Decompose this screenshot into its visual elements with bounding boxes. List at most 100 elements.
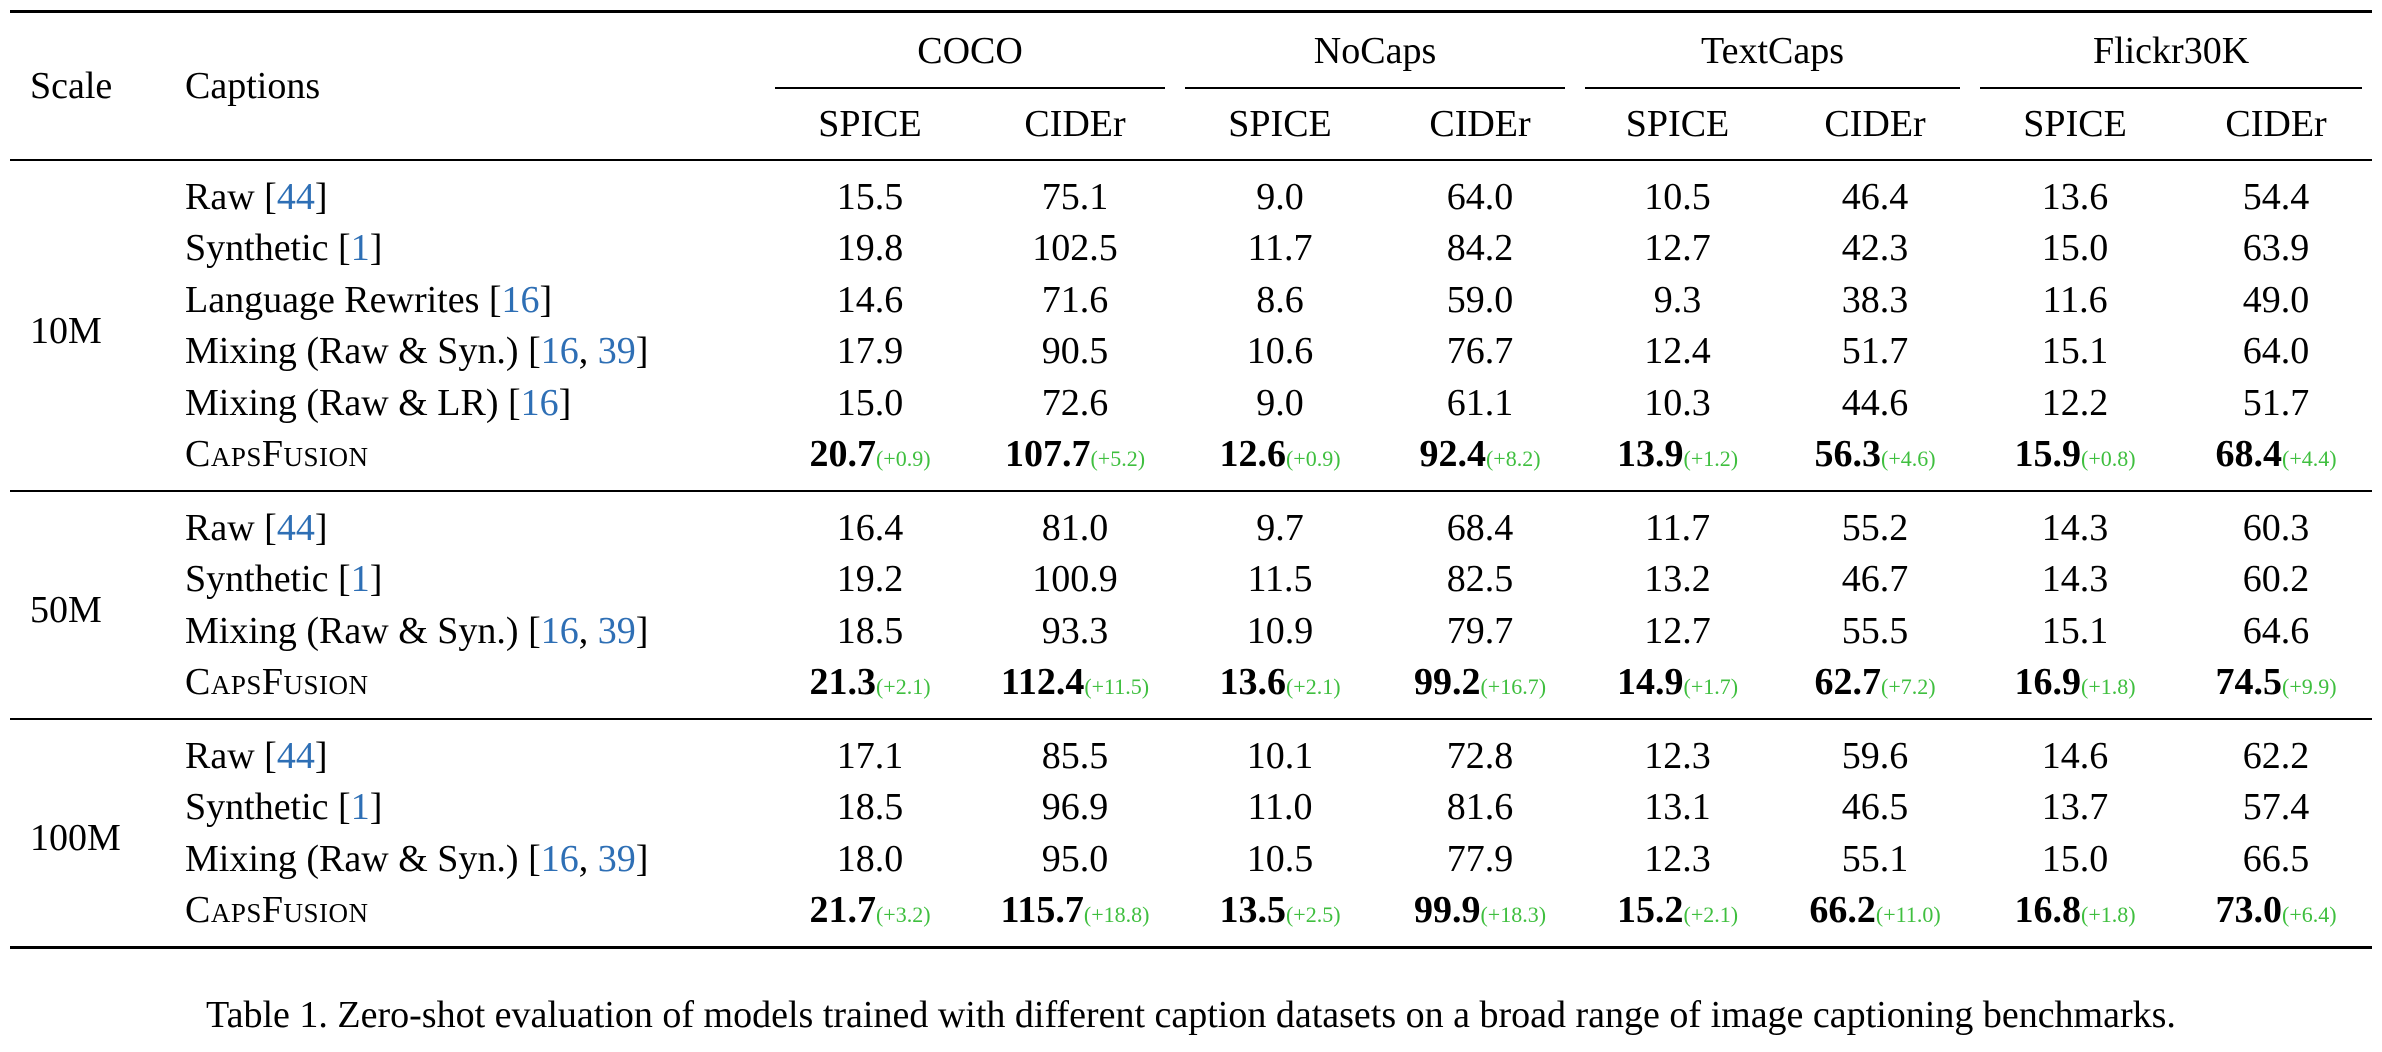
citation-link[interactable]: 1 <box>350 786 370 829</box>
citation-link[interactable]: 16 <box>501 278 540 321</box>
metric-value: 15.2 <box>1617 889 1684 932</box>
metric-value: 46.4 <box>1841 175 1909 218</box>
citation-link[interactable]: 16 <box>520 381 559 424</box>
metric-value: 62.7 <box>1814 661 1882 704</box>
gain-value: (+2.5) <box>1285 902 1341 928</box>
value-cell: 79.7 <box>1385 605 1575 657</box>
value-cell: 46.5 <box>1780 782 1970 834</box>
value-cell: 16.9(+1.8) <box>1970 657 2180 720</box>
metric-value: 13.2 <box>1644 558 1711 601</box>
value-cell: 9.0 <box>1175 160 1385 223</box>
citation-link[interactable]: 44 <box>276 175 315 218</box>
value-cell: 8.6 <box>1175 274 1385 326</box>
value-cell: 14.3 <box>1970 491 2180 554</box>
method-name: Raw <box>185 175 255 218</box>
value-cell: 12.3 <box>1575 833 1780 885</box>
table-row: CapsFusion 20.7(+0.9) 107.7(+5.2) 12.6(+0.9… <box>10 429 2372 492</box>
table-row: Language Rewrites [16] 14.6 71.6 8.6 59.0 9.3… <box>10 274 2372 326</box>
value-cell: 85.5 <box>975 719 1175 782</box>
citation-link[interactable]: 16 <box>540 330 579 373</box>
header-metric: CIDEr <box>2225 103 2327 145</box>
value-cell: 63.9 <box>2180 223 2372 275</box>
header-group-textcaps: TextCaps <box>1575 12 1970 89</box>
caption-method-cell: Synthetic [1] <box>185 786 383 829</box>
value-cell: 71.6 <box>975 274 1175 326</box>
gain-value: (+1.7) <box>1683 674 1739 700</box>
citation-link[interactable]: 16 <box>540 609 579 652</box>
gain-value: (+6.4) <box>2282 902 2337 928</box>
metric-value: 10.1 <box>1246 734 1314 777</box>
metric-value: 61.1 <box>1446 381 1514 424</box>
value-cell: 92.4(+8.2) <box>1385 429 1575 492</box>
citation-link[interactable]: 1 <box>350 558 370 601</box>
metric-value: 81.0 <box>1041 506 1109 549</box>
value-cell: 46.7 <box>1780 554 1970 606</box>
gain-value: (+5.2) <box>1090 446 1146 472</box>
value-cell: 12.7 <box>1575 605 1780 657</box>
metric-value: 8.6 <box>1256 278 1304 321</box>
metric-value: 59.6 <box>1841 734 1909 777</box>
metric-value: 81.6 <box>1446 786 1514 829</box>
metric-value: 13.9 <box>1617 433 1684 476</box>
citation-link[interactable]: 39 <box>597 330 636 373</box>
table-row: 100M Raw [44] 17.1 85.5 10.1 72.8 12.3 59.6 14.6… <box>10 719 2373 859</box>
metric-value: 15.1 <box>2041 330 2109 373</box>
header-metric: CIDEr <box>1824 103 1926 145</box>
value-cell: 60.3 <box>2180 491 2372 554</box>
method-name: Mixing (Raw & LR) <box>185 381 499 424</box>
gain-value: (+1.8) <box>2081 902 2136 928</box>
caption-method-cell: Raw [44] <box>185 734 328 777</box>
value-cell: 17.9 <box>765 326 975 378</box>
gain-value: (+11.0) <box>1875 902 1941 928</box>
metric-value: 11.5 <box>1247 558 1313 601</box>
gain-value: (+11.5) <box>1084 674 1150 700</box>
metric-value: 12.3 <box>1644 837 1711 880</box>
citation-link[interactable]: 16 <box>540 837 579 880</box>
caption-method-cell: CapsFusion <box>185 885 765 948</box>
table-header: Scale Captions COCO NoCaps TextCaps Flic… <box>10 11 2373 161</box>
gain-value: (+1.8) <box>2081 674 2136 700</box>
gain-value: (+8.2) <box>1485 446 1541 472</box>
value-cell: 64.6 <box>2180 605 2372 657</box>
citation-link[interactable]: 39 <box>597 609 636 652</box>
table-body: 10M Raw [44] 15.5 75.1 9.0 64.0 10.5 46.4 13.6 54… <box>10 160 2373 948</box>
metric-value: 46.7 <box>1841 558 1909 601</box>
method-name: Raw <box>185 506 255 549</box>
value-cell: 115.7(+18.8) <box>975 885 1175 948</box>
value-cell: 51.7 <box>1780 326 1970 378</box>
citation-link[interactable]: 44 <box>276 734 315 777</box>
metric-value: 14.3 <box>2041 506 2109 549</box>
metric-value: 17.9 <box>836 330 904 373</box>
citation-link[interactable]: 39 <box>597 837 636 880</box>
method-name: Raw <box>185 734 255 777</box>
value-cell: 21.3(+2.1) <box>765 657 975 720</box>
metric-value: 92.4 <box>1419 433 1486 476</box>
metric-value: 107.7 <box>1004 433 1091 476</box>
metric-value: 17.1 <box>836 734 904 777</box>
value-cell: 46.4 <box>1780 160 1970 223</box>
header-metric: SPICE <box>818 103 922 145</box>
value-cell: 15.1 <box>1970 605 2180 657</box>
header-scale: Scale <box>30 65 113 107</box>
metric-value: 72.6 <box>1041 381 1109 424</box>
metric-value: 15.9 <box>2014 433 2082 476</box>
metric-value: 56.3 <box>1814 433 1882 476</box>
value-cell: 81.6 <box>1385 782 1575 834</box>
value-cell: 15.0 <box>1970 833 2180 885</box>
table-row: Synthetic [1] 19.2 100.9 11.5 82.5 13.2 46.7 14… <box>10 554 2372 606</box>
metric-value: 112.4 <box>1000 661 1085 704</box>
value-cell: 10.1 <box>1175 719 1385 782</box>
metric-value: 13.6 <box>1219 661 1286 704</box>
metric-value: 15.0 <box>2041 837 2109 880</box>
metric-value: 9.0 <box>1256 175 1304 218</box>
citation-link[interactable]: 44 <box>276 506 315 549</box>
metric-value: 84.2 <box>1446 227 1514 270</box>
gain-value: (+3.2) <box>875 902 931 928</box>
results-table-container: Scale Captions COCO NoCaps TextCaps Flic… <box>10 10 2373 949</box>
metric-value: 57.4 <box>2242 786 2310 829</box>
value-cell: 49.0 <box>2180 274 2372 326</box>
header-group-flickr30k: Flickr30K <box>1970 12 2372 89</box>
header-group-nocaps: NoCaps <box>1175 12 1575 89</box>
citation-link[interactable]: 1 <box>350 227 370 270</box>
caption-method-cell: Mixing (Raw & Syn.) [16, 39] <box>185 837 649 880</box>
